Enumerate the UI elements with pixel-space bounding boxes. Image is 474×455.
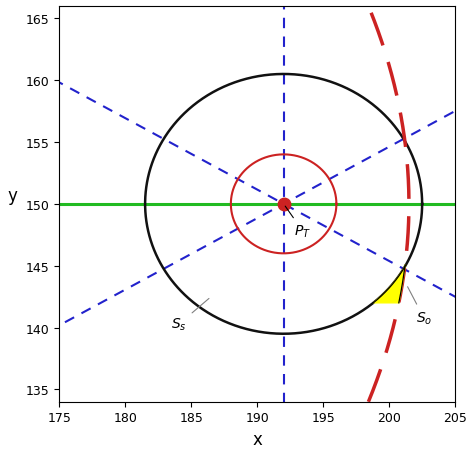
Text: $S_s$: $S_s$ <box>172 299 209 332</box>
Y-axis label: y: y <box>7 187 17 204</box>
Polygon shape <box>374 266 406 303</box>
Text: $P_T$: $P_T$ <box>285 207 311 240</box>
Text: $S_o$: $S_o$ <box>408 287 432 326</box>
X-axis label: x: x <box>252 430 262 448</box>
